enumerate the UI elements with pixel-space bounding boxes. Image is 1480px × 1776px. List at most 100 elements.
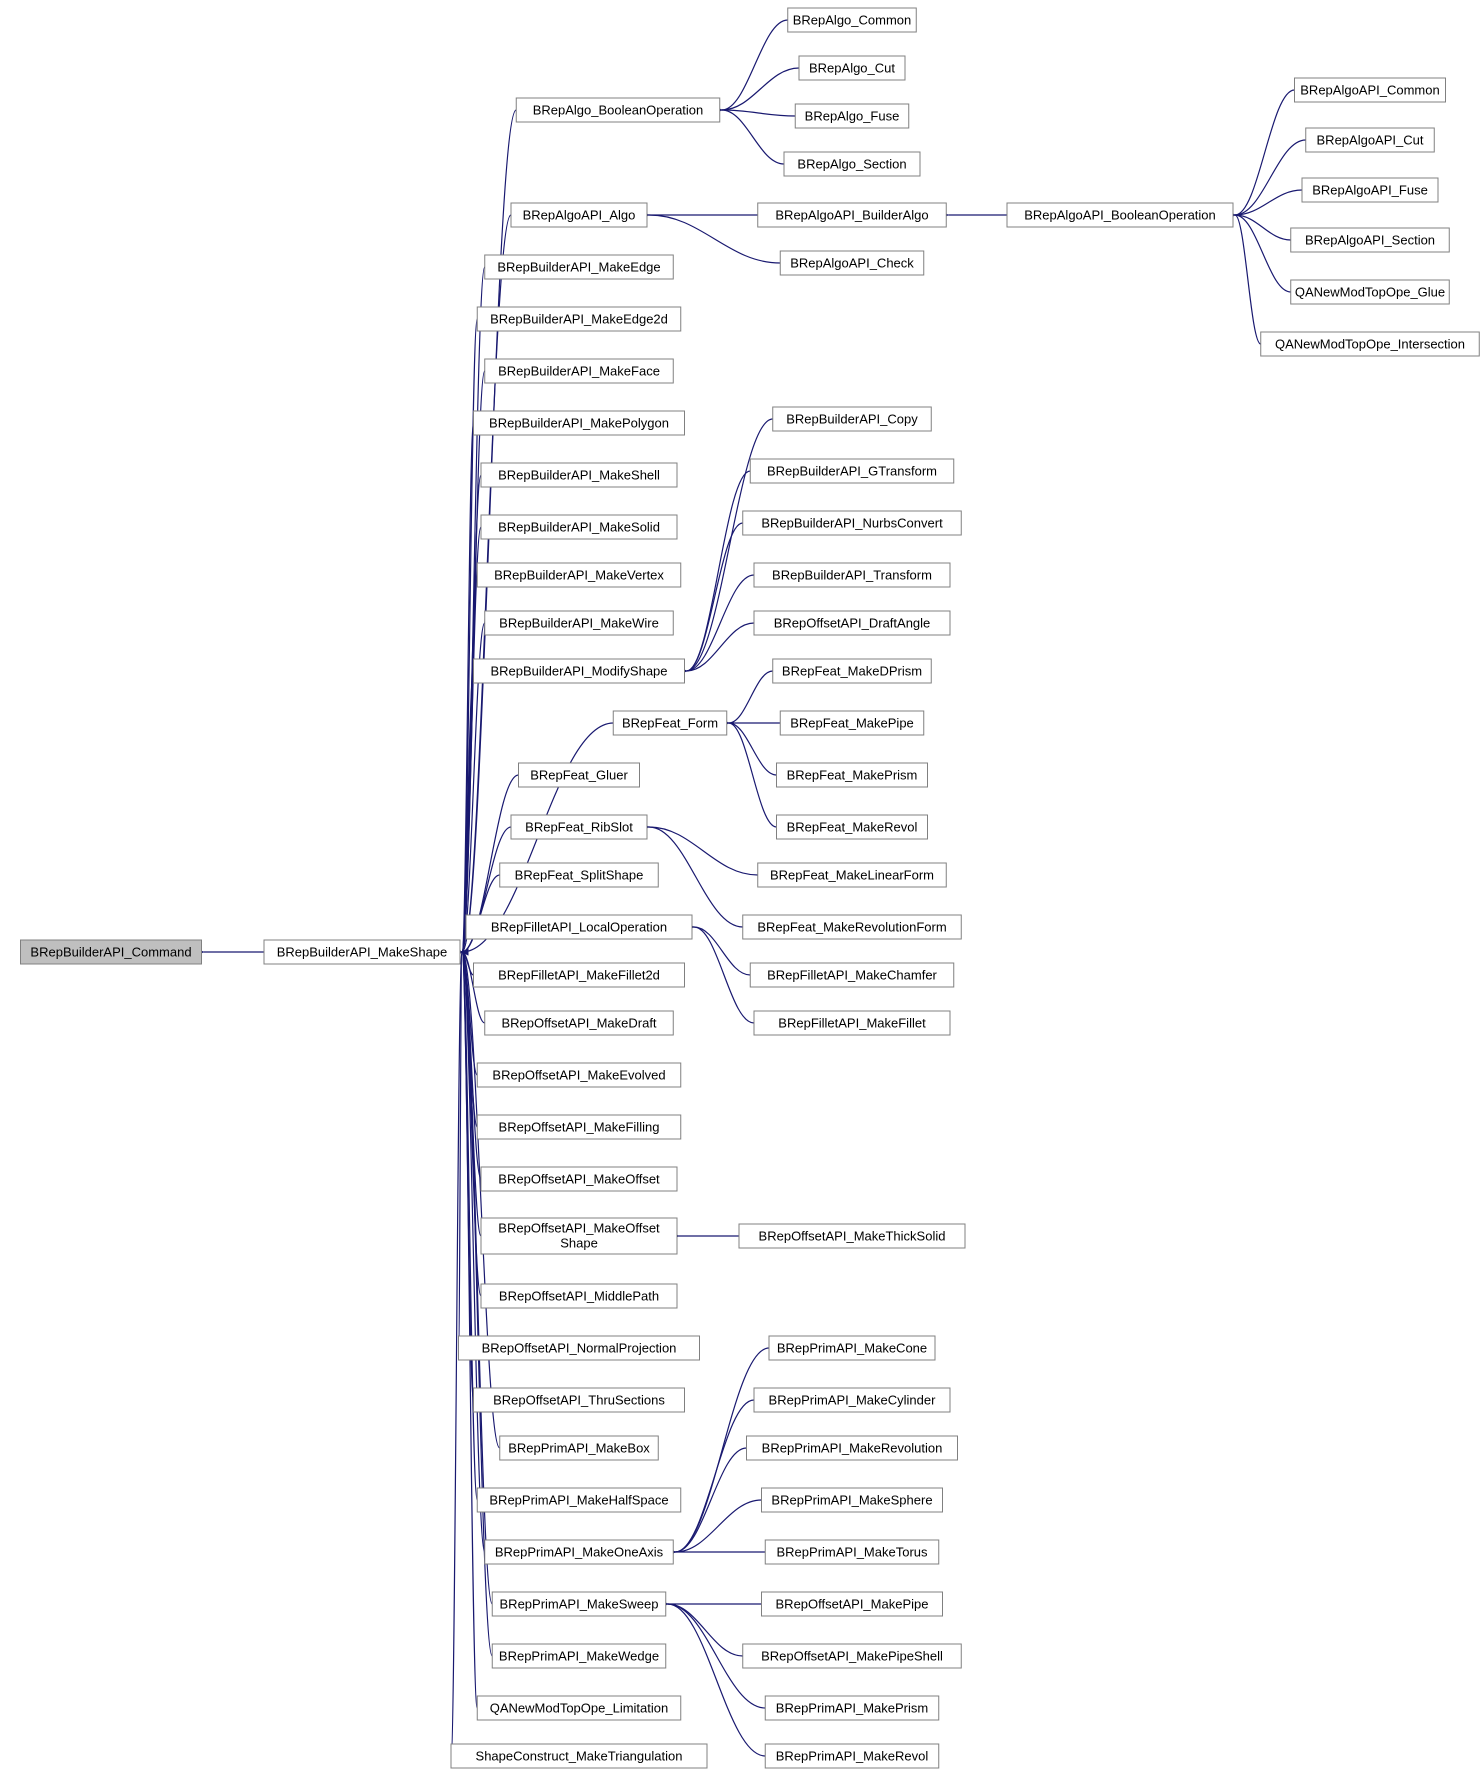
class-node-label: BRepBuilderAPI_Command (30, 944, 191, 959)
class-node[interactable]: BRepAlgo_Fuse (795, 104, 909, 128)
class-node[interactable]: BRepBuilderAPI_NurbsConvert (743, 511, 962, 535)
inheritance-edge (675, 1448, 746, 1552)
inheritance-edge (687, 471, 751, 671)
class-node[interactable]: BRepFeat_MakeLinearForm (758, 863, 947, 887)
class-node[interactable]: BRepBuilderAPI_MakeEdge (485, 255, 674, 279)
class-node[interactable]: BRepPrimAPI_MakePrism (765, 1696, 939, 1720)
class-node[interactable]: BRepOffsetAPI_ThruSections (474, 1388, 685, 1412)
class-node[interactable]: BRepAlgoAPI_Check (780, 251, 924, 275)
class-node[interactable]: BRepPrimAPI_MakeWedge (492, 1644, 666, 1668)
class-node[interactable]: BRepPrimAPI_MakeSweep (492, 1592, 666, 1616)
class-node[interactable]: BRepPrimAPI_MakeOneAxis (485, 1540, 674, 1564)
class-node-label: BRepAlgoAPI_BooleanOperation (1024, 207, 1216, 222)
class-node[interactable]: BRepAlgoAPI_BooleanOperation (1007, 203, 1233, 227)
class-node[interactable]: BRepBuilderAPI_MakeShape (264, 940, 460, 964)
class-node[interactable]: BRepBuilderAPI_MakePolygon (474, 411, 685, 435)
inheritance-edge (668, 1604, 743, 1656)
class-node-label: BRepBuilderAPI_MakeWire (499, 615, 659, 630)
class-node[interactable]: BRepBuilderAPI_MakeEdge2d (477, 307, 681, 331)
class-node[interactable]: BRepOffsetAPI_MiddlePath (481, 1284, 677, 1308)
class-node[interactable]: BRepOffsetAPI_MakeOffset (481, 1167, 677, 1191)
class-node[interactable]: BRepBuilderAPI_MakeFace (485, 359, 674, 383)
class-node-label: BRepPrimAPI_MakeSweep (500, 1596, 659, 1611)
inheritance-edge (694, 927, 754, 1023)
class-node[interactable]: BRepBuilderAPI_Copy (773, 407, 932, 431)
class-node[interactable]: BRepBuilderAPI_MakeWire (485, 611, 674, 635)
class-node[interactable]: BRepOffsetAPI_MakeOffsetShape (481, 1218, 677, 1254)
class-node-label: BRepFeat_MakeRevol (787, 819, 918, 834)
class-node[interactable]: BRepAlgo_Common (788, 8, 917, 32)
class-node[interactable]: BRepFeat_SplitShape (500, 863, 659, 887)
class-node[interactable]: QANewModTopOpe_Limitation (477, 1696, 681, 1720)
class-node-label: BRepPrimAPI_MakeRevolution (762, 1440, 943, 1455)
class-node-label: BRepAlgoAPI_BuilderAlgo (775, 207, 928, 222)
class-node[interactable]: BRepOffsetAPI_MakeFilling (477, 1115, 681, 1139)
class-node[interactable]: BRepBuilderAPI_MakeVertex (477, 563, 681, 587)
class-node[interactable]: ShapeConstruct_MakeTriangulation (451, 1744, 707, 1768)
class-node[interactable]: BRepFeat_MakeRevol (777, 815, 928, 839)
class-node[interactable]: BRepBuilderAPI_MakeSolid (481, 515, 677, 539)
class-node[interactable]: BRepBuilderAPI_Command (21, 940, 202, 964)
class-node-label: BRepAlgo_Section (797, 156, 906, 171)
class-node[interactable]: BRepAlgoAPI_Cut (1306, 128, 1435, 152)
class-node-label: BRepPrimAPI_MakeOneAxis (495, 1544, 664, 1559)
class-node-label: BRepAlgoAPI_Common (1300, 82, 1439, 97)
class-node[interactable]: QANewModTopOpe_Intersection (1261, 332, 1480, 356)
class-node[interactable]: BRepPrimAPI_MakeTorus (765, 1540, 939, 1564)
class-node-label: BRepBuilderAPI_MakeShell (498, 467, 660, 482)
class-node[interactable]: BRepFeat_MakePrism (777, 763, 928, 787)
inheritance-edge (722, 110, 784, 164)
inheritance-edge (687, 523, 743, 671)
class-node[interactable]: BRepPrimAPI_MakeHalfSpace (477, 1488, 681, 1512)
class-node[interactable]: BRepFeat_MakeDPrism (773, 659, 932, 683)
class-node[interactable]: BRepAlgo_BooleanOperation (516, 98, 720, 122)
class-node[interactable]: BRepAlgo_Cut (799, 56, 905, 80)
class-node-label: BRepFeat_MakeDPrism (782, 663, 922, 678)
class-node[interactable]: BRepFeat_Gluer (519, 763, 640, 787)
class-node[interactable]: BRepPrimAPI_MakeRevolution (747, 1436, 958, 1460)
class-node[interactable]: BRepAlgoAPI_Section (1291, 228, 1450, 252)
class-node[interactable]: BRepFeat_MakePipe (780, 711, 924, 735)
class-node-label: BRepPrimAPI_MakeTorus (777, 1544, 928, 1559)
class-node[interactable]: BRepOffsetAPI_DraftAngle (754, 611, 950, 635)
class-node[interactable]: BRepOffsetAPI_MakePipe (762, 1592, 943, 1616)
class-node[interactable]: BRepFeat_Form (613, 711, 727, 735)
class-node[interactable]: BRepBuilderAPI_MakeShell (481, 463, 677, 487)
class-node[interactable]: BRepAlgoAPI_Common (1295, 78, 1446, 102)
class-node-label: BRepFilletAPI_MakeChamfer (767, 967, 937, 982)
class-node[interactable]: BRepAlgoAPI_Algo (511, 203, 647, 227)
class-node[interactable]: BRepAlgo_Section (784, 152, 920, 176)
class-node-label: BRepOffsetAPI_MakeThickSolid (759, 1228, 946, 1243)
class-node[interactable]: BRepFeat_RibSlot (511, 815, 647, 839)
class-node-label: BRepFeat_Form (622, 715, 718, 730)
class-node[interactable]: BRepPrimAPI_MakeBox (500, 1436, 659, 1460)
class-node[interactable]: BRepPrimAPI_MakeSphere (762, 1488, 943, 1512)
class-node[interactable]: BRepAlgoAPI_BuilderAlgo (758, 203, 947, 227)
class-node-label: BRepFeat_MakePrism (787, 767, 918, 782)
class-node[interactable]: BRepOffsetAPI_MakePipeShell (743, 1644, 962, 1668)
class-node-label: QANewModTopOpe_Intersection (1275, 336, 1465, 351)
class-node-label: BRepPrimAPI_MakeCylinder (769, 1392, 937, 1407)
class-node[interactable]: BRepPrimAPI_MakeCone (769, 1336, 935, 1360)
class-node[interactable]: BRepFilletAPI_LocalOperation (466, 915, 692, 939)
class-node[interactable]: BRepOffsetAPI_MakeThickSolid (739, 1224, 965, 1248)
class-node[interactable]: BRepBuilderAPI_ModifyShape (474, 659, 685, 683)
class-node-label: BRepPrimAPI_MakeWedge (499, 1648, 659, 1663)
class-node[interactable]: BRepFilletAPI_MakeFillet2d (474, 963, 685, 987)
class-node[interactable]: BRepFilletAPI_MakeFillet (754, 1011, 950, 1035)
class-node[interactable]: BRepBuilderAPI_GTransform (750, 459, 954, 483)
class-node[interactable]: BRepFilletAPI_MakeChamfer (750, 963, 954, 987)
class-node[interactable]: BRepPrimAPI_MakeRevol (765, 1744, 939, 1768)
class-node[interactable]: BRepOffsetAPI_NormalProjection (459, 1336, 700, 1360)
inheritance-edge (1235, 215, 1261, 344)
class-node[interactable]: BRepBuilderAPI_Transform (754, 563, 950, 587)
class-node[interactable]: BRepAlgoAPI_Fuse (1302, 178, 1438, 202)
class-node-label: BRepPrimAPI_MakeSphere (771, 1492, 932, 1507)
class-node[interactable]: BRepOffsetAPI_MakeEvolved (477, 1063, 681, 1087)
class-node-label: BRepOffsetAPI_DraftAngle (774, 615, 931, 630)
class-node[interactable]: BRepOffsetAPI_MakeDraft (485, 1011, 674, 1035)
class-node[interactable]: BRepFeat_MakeRevolutionForm (743, 915, 962, 939)
class-node-label: BRepBuilderAPI_MakeShape (277, 944, 448, 959)
class-node[interactable]: QANewModTopOpe_Glue (1291, 280, 1450, 304)
class-node[interactable]: BRepPrimAPI_MakeCylinder (754, 1388, 950, 1412)
